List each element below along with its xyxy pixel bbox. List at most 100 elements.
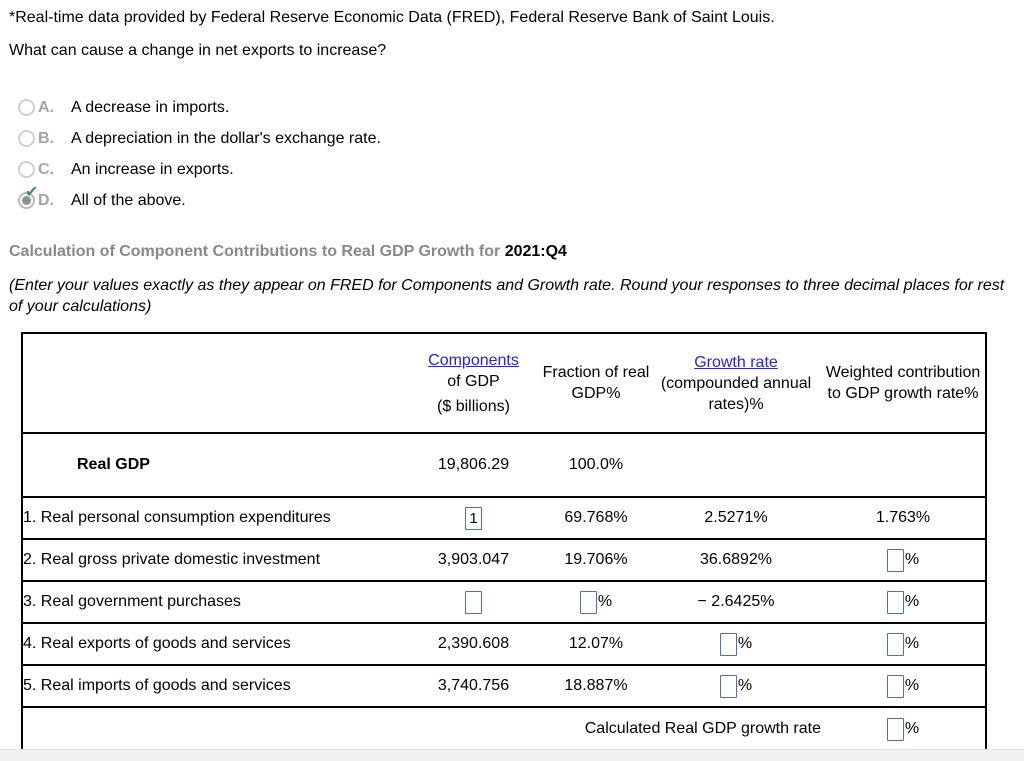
answer-input[interactable] bbox=[886, 632, 904, 656]
gdp-table-body: Real GDP 19,806.29 100.0% 1. Real personal … bbox=[22, 433, 986, 707]
value-cell: 1.763% bbox=[875, 509, 931, 526]
option-letter: D. bbox=[38, 191, 54, 209]
percent-suffix: % bbox=[904, 677, 920, 694]
row-label: 1. Real personal consumption expenditure… bbox=[23, 509, 331, 526]
option-letter: A. bbox=[38, 98, 54, 116]
value-cell: 3,740.756 bbox=[437, 677, 510, 694]
option-letter: C. bbox=[38, 160, 54, 178]
radio-button[interactable]: ✔ bbox=[18, 185, 38, 209]
source-note: *Real-time data provided by Federal Rese… bbox=[9, 9, 775, 26]
row-label: 3. Real government purchases bbox=[23, 593, 241, 610]
header-fraction-line2: GDP% bbox=[571, 385, 621, 402]
answer-cell bbox=[406, 581, 541, 623]
percent-suffix: % bbox=[904, 635, 920, 652]
calc-heading-period: 2021:Q4 bbox=[504, 243, 567, 260]
answer-input[interactable] bbox=[719, 674, 737, 698]
row-label: 2. Real gross private domestic investmen… bbox=[23, 551, 321, 568]
answer-cell: % bbox=[821, 581, 986, 623]
options-list: A. A decrease in imports. B. A depreciation… bbox=[9, 92, 1024, 216]
answer-input[interactable] bbox=[886, 717, 904, 741]
answer-input[interactable] bbox=[886, 674, 904, 698]
row-label: 4. Real exports of goods and services bbox=[23, 635, 291, 652]
percent-suffix: % bbox=[737, 635, 753, 652]
radio-button[interactable] bbox=[18, 130, 35, 147]
table-row: 1. Real personal consumption expenditure… bbox=[22, 497, 986, 539]
answer-cell: % bbox=[821, 623, 986, 665]
value-cell: 19,806.29 bbox=[437, 456, 510, 473]
value-cell: 3,903.047 bbox=[437, 551, 510, 568]
answer-option: C. An increase in exports. bbox=[18, 154, 1024, 185]
empty-cell bbox=[651, 433, 821, 497]
answer-input[interactable] bbox=[465, 506, 482, 530]
option-letter: B. bbox=[38, 129, 54, 147]
table-row: 5. Real imports of goods and services 3,7… bbox=[22, 665, 986, 707]
header-weighted-line2: to GDP growth rate% bbox=[827, 385, 979, 402]
value-cell: 2,390.608 bbox=[437, 635, 510, 652]
value-cell: 36.6892% bbox=[699, 551, 773, 568]
radio-selected-dot bbox=[22, 196, 31, 205]
answer-cell: % bbox=[821, 539, 986, 581]
empty-cell bbox=[821, 433, 986, 497]
radio-button[interactable] bbox=[18, 99, 35, 116]
answer-option: ✔ D. All of the above. bbox=[18, 185, 1024, 216]
answer-cell: % bbox=[821, 665, 986, 707]
answer-input[interactable] bbox=[886, 590, 904, 614]
percent-suffix: % bbox=[904, 720, 920, 737]
header-growth-line3: rates)% bbox=[708, 395, 764, 413]
table-row: 2. Real gross private domestic investmen… bbox=[22, 539, 986, 581]
question-text: What can cause a change in net exports t… bbox=[9, 42, 387, 59]
answer-option: A. A decrease in imports. bbox=[18, 92, 1024, 123]
value-cell: 19.706% bbox=[564, 551, 628, 568]
percent-suffix: % bbox=[737, 677, 753, 694]
header-growth-rate: Growth rate (compounded annual rates)% bbox=[651, 333, 821, 433]
header-components: Components of GDP ($ billions) bbox=[406, 333, 541, 433]
value-cell: − 2.6425% bbox=[697, 593, 775, 610]
table-row: Real GDP 19,806.29 100.0% bbox=[22, 433, 986, 497]
answer-input[interactable] bbox=[719, 632, 737, 656]
row-label: 5. Real imports of goods and services bbox=[23, 677, 291, 694]
header-weighted: Weighted contribution to GDP growth rate… bbox=[821, 333, 986, 433]
header-components-line2: of GDP bbox=[447, 372, 500, 390]
calc-heading-prefix: Calculation of Component Contributions t… bbox=[9, 243, 505, 260]
value-cell: 100.0% bbox=[568, 456, 624, 473]
header-components-line3: ($ billions) bbox=[437, 397, 510, 415]
table-header-row: Components of GDP ($ billions) Fraction … bbox=[22, 333, 986, 433]
percent-suffix: % bbox=[904, 551, 920, 568]
percent-suffix: % bbox=[597, 593, 613, 610]
footer-label: Calculated Real GDP growth rate bbox=[584, 720, 821, 737]
value-cell: 69.768% bbox=[564, 509, 628, 526]
header-fraction-line1: Fraction of real bbox=[542, 364, 650, 381]
gdp-table: Components of GDP ($ billions) Fraction … bbox=[21, 332, 987, 752]
radio-button[interactable] bbox=[18, 161, 35, 178]
option-text: All of the above. bbox=[71, 191, 186, 209]
growth-rate-link[interactable]: Growth rate bbox=[694, 353, 778, 371]
value-cell: 18.887% bbox=[564, 677, 628, 694]
footer-answer-cell: % bbox=[821, 707, 986, 751]
answer-input[interactable] bbox=[465, 590, 482, 614]
percent-suffix: % bbox=[904, 593, 920, 610]
answer-cell: % bbox=[541, 581, 651, 623]
value-cell: 2.5271% bbox=[704, 509, 768, 526]
table-row: 3. Real government purchases% − 2.6425%% bbox=[22, 581, 986, 623]
components-link[interactable]: Components bbox=[428, 351, 519, 369]
answer-cell bbox=[406, 497, 541, 539]
answer-cell: % bbox=[651, 623, 821, 665]
header-fraction: Fraction of real GDP% bbox=[541, 333, 651, 433]
header-weighted-line1: Weighted contribution bbox=[825, 364, 981, 381]
answer-cell: % bbox=[651, 665, 821, 707]
option-text: An increase in exports. bbox=[71, 160, 234, 178]
table-footer-row: Calculated Real GDP growth rate % bbox=[22, 707, 986, 751]
bottom-scroll-strip bbox=[0, 749, 1024, 761]
header-empty bbox=[22, 333, 406, 433]
header-growth-line2: (compounded annual bbox=[660, 374, 812, 392]
row-label: Real GDP bbox=[77, 456, 150, 473]
calc-heading: Calculation of Component Contributions t… bbox=[9, 242, 1024, 261]
answer-input[interactable] bbox=[886, 548, 904, 572]
instructions-note: (Enter your values exactly as they appea… bbox=[9, 277, 1005, 315]
option-text: A depreciation in the dollar's exchange … bbox=[71, 129, 381, 147]
correct-check-icon: ✔ bbox=[25, 184, 39, 201]
answer-option: B. A depreciation in the dollar's exchang… bbox=[18, 123, 1024, 154]
answer-input[interactable] bbox=[579, 590, 597, 614]
value-cell: 12.07% bbox=[568, 635, 624, 652]
